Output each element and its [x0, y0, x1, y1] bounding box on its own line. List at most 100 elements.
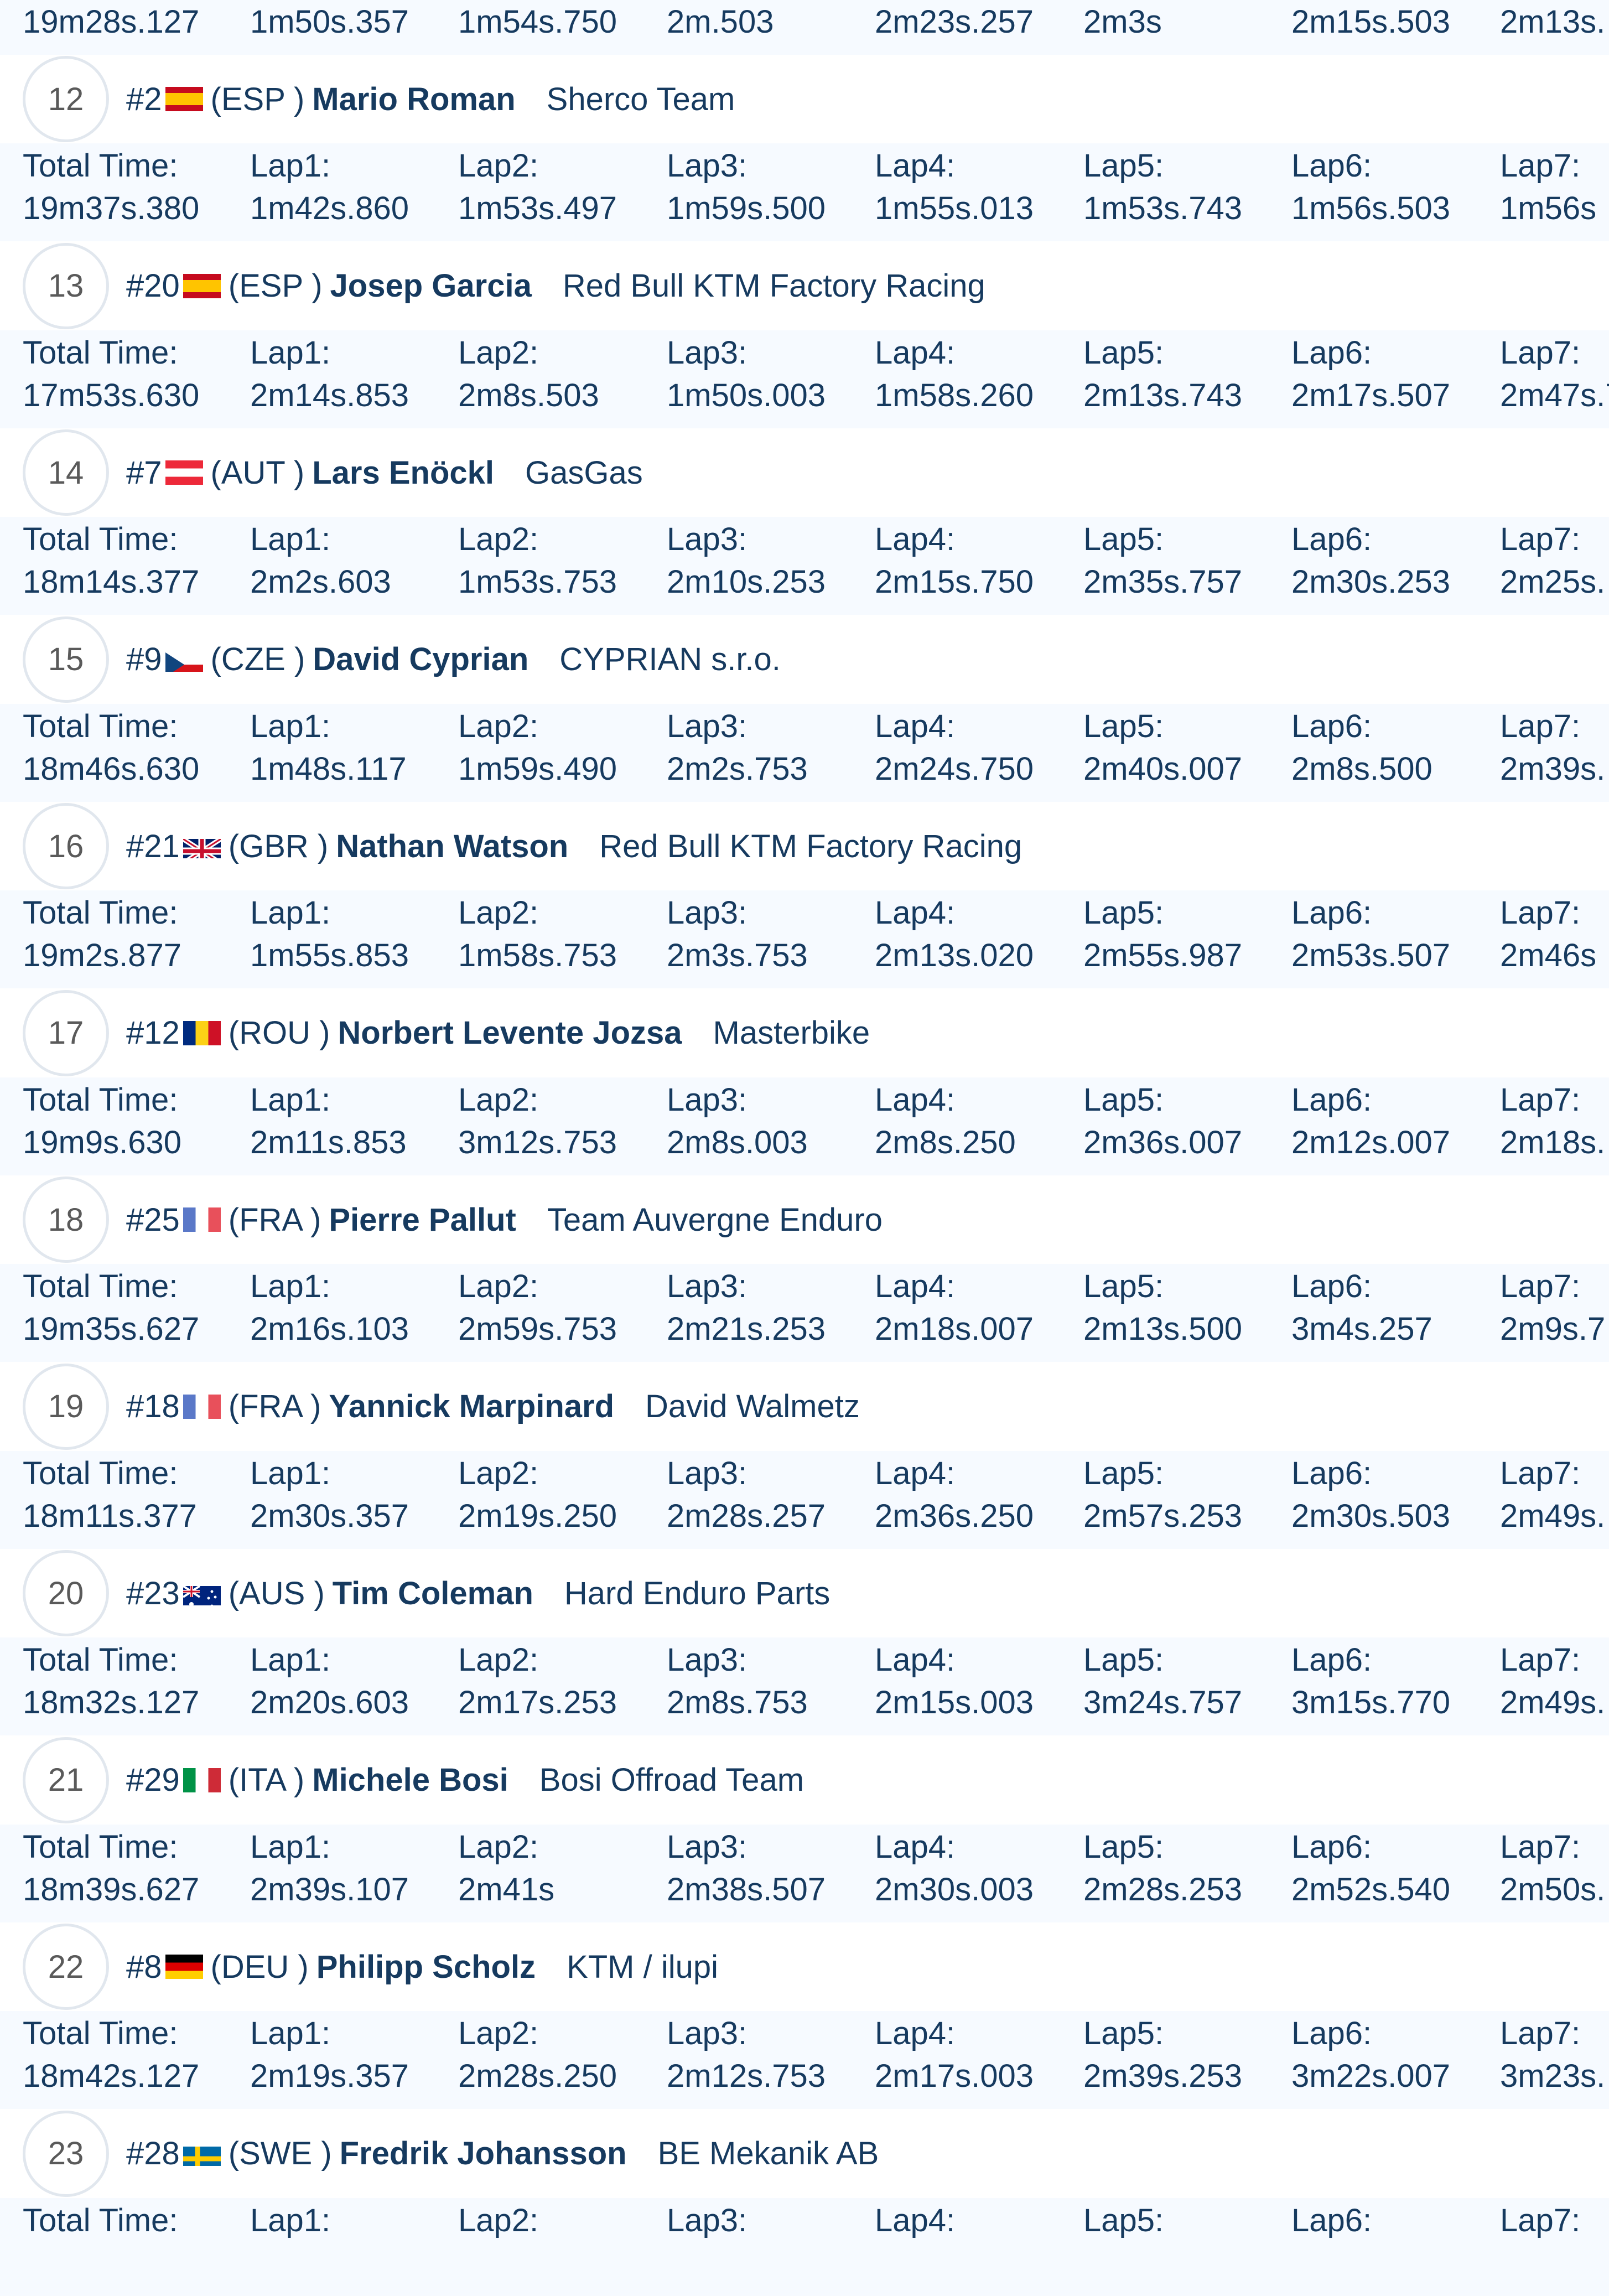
- time-label: Total Time:: [23, 1642, 178, 1678]
- rider-header[interactable]: 23 #28 (SWE ) Fredrik Johansson BE Mekan…: [0, 2110, 1609, 2198]
- country-code: (ITA ): [228, 1762, 305, 1798]
- team-name: Team Auvergne Enduro: [547, 1201, 883, 1238]
- rider-name[interactable]: Norbert Levente Jozsa: [338, 1015, 682, 1051]
- time-value: 2m23s.257: [875, 4, 1034, 40]
- position-badge: 22: [23, 1924, 109, 2010]
- time-value: 2m8s.503: [458, 377, 599, 413]
- time-value: 18m42s.127: [23, 2058, 200, 2094]
- time-value: 2m11s.853: [250, 1124, 407, 1160]
- rider-header[interactable]: 16 #21 (GBR ) Nathan Watson Red Bull KTM…: [0, 802, 1609, 890]
- time-label: Lap7:: [1500, 1081, 1581, 1118]
- rider-header[interactable]: 18 #25 (FRA ) Pierre Pallut Team Auvergn…: [0, 1175, 1609, 1264]
- time-value: 1m58s.753: [458, 937, 617, 973]
- time-label: Lap2:: [458, 1642, 539, 1678]
- time-label: Lap4:: [875, 895, 956, 931]
- time-value: 18m14s.377: [23, 564, 200, 600]
- time-value: 1m59s.490: [458, 750, 617, 787]
- rider-name[interactable]: David Cyprian: [313, 641, 529, 677]
- time-label: Total Time:: [23, 895, 178, 931]
- time-label: Lap6:: [1291, 2015, 1372, 2051]
- flag-aut-icon: [165, 460, 203, 485]
- rider-header[interactable]: 14 #7 (AUT ) Lars Enöckl GasGas: [0, 428, 1609, 517]
- time-label: Lap1:: [250, 334, 331, 371]
- rider-header[interactable]: 17 #12 (ROU ) Norbert Levente Jozsa Mast…: [0, 989, 1609, 1077]
- position-number: 14: [48, 454, 84, 491]
- position-badge: 23: [23, 2110, 109, 2197]
- rider-name[interactable]: Tim Coleman: [332, 1575, 533, 1611]
- time-value: 1m55s.013: [875, 190, 1034, 226]
- rider-name[interactable]: Yannick Marpinard: [329, 1388, 615, 1424]
- time-label: Lap7:: [1500, 708, 1581, 744]
- time-value: 2m12s.007: [1291, 1124, 1450, 1160]
- time-label: Lap3:: [667, 1268, 748, 1304]
- position-number: 23: [48, 2136, 84, 2171]
- time-label: Lap5:: [1083, 708, 1164, 744]
- rider-header[interactable]: 20 #23 (AUS ) Tim Coleman Hard Enduro Pa…: [0, 1549, 1609, 1637]
- time-value: 2m20s.603: [250, 1685, 409, 1720]
- rider-name[interactable]: Josep Garcia: [330, 268, 532, 304]
- rider-header[interactable]: 15 #9 (CZE ) David Cyprian CYPRIAN s.r.o…: [0, 615, 1609, 704]
- position-badge: 18: [23, 1176, 109, 1263]
- time-value: 2m59s.753: [458, 1311, 617, 1347]
- time-value: 2m30s.503: [1291, 1497, 1450, 1534]
- time-value: 2m49s.: [1500, 1685, 1606, 1720]
- time-label: Lap5:: [1083, 2202, 1164, 2238]
- rider-header[interactable]: 21 #29 (ITA ) Michele Bosi Bosi Offroad …: [0, 1736, 1609, 1825]
- country-code: (FRA ): [228, 1388, 321, 1424]
- time-value: 1m58s.260: [875, 377, 1034, 413]
- rider-number: #18: [126, 1388, 180, 1424]
- time-value: 2m35s.757: [1083, 564, 1242, 600]
- rider-number: #23: [126, 1575, 180, 1611]
- team-name: Bosi Offroad Team: [539, 1762, 804, 1798]
- time-label: Lap1:: [250, 708, 331, 744]
- time-label: Lap3:: [667, 148, 748, 184]
- time-value: 2m30s.357: [250, 1497, 409, 1534]
- time-value: 2m21s.253: [667, 1311, 826, 1347]
- flag-fra-icon: [183, 1207, 221, 1232]
- position-number: 15: [48, 641, 84, 677]
- time-label: Lap5:: [1083, 1081, 1164, 1118]
- rider-header[interactable]: 13 #20 (ESP ) Josep Garcia Red Bull KTM …: [0, 242, 1609, 330]
- time-label: Lap1:: [250, 895, 331, 931]
- time-value: 2m13s.: [1500, 4, 1606, 40]
- rider-name[interactable]: Nathan Watson: [336, 828, 569, 864]
- time-label: Lap5:: [1083, 334, 1164, 371]
- time-label: Lap3:: [667, 895, 748, 931]
- rider-name[interactable]: Michele Bosi: [312, 1762, 508, 1798]
- time-value: 2m25s.: [1500, 564, 1606, 600]
- time-value: 1m48s.117: [250, 750, 407, 787]
- time-value: 2m30s.253: [1291, 564, 1450, 600]
- time-value: 2m17s.253: [458, 1685, 617, 1720]
- time-label: Lap1:: [250, 2202, 331, 2238]
- time-value: 2m28s.257: [667, 1497, 826, 1534]
- time-value: 1m56s.503: [1291, 190, 1450, 226]
- time-label: Lap7:: [1500, 148, 1581, 184]
- time-value: 19m28s.127: [23, 4, 200, 40]
- time-label: Lap4:: [875, 1642, 956, 1678]
- times-box: Total Time: Lap1: Lap2: Lap3: Lap4: Lap5: Lap6…: [0, 2197, 1609, 2296]
- rider-name[interactable]: Lars Enöckl: [312, 454, 495, 491]
- time-label: Lap6:: [1291, 521, 1372, 557]
- time-label: Total Time:: [23, 2015, 178, 2051]
- time-value: 1m55s.853: [250, 937, 409, 973]
- time-value: 2m3s: [1083, 4, 1162, 40]
- rider-name[interactable]: Philipp Scholz: [316, 1948, 536, 1985]
- time-label: Lap2:: [458, 708, 539, 744]
- times-box: Total Time: Lap1: Lap2: Lap3: Lap4: Lap5: Lap6…: [0, 1824, 1609, 1922]
- rider-number: #12: [126, 1015, 180, 1051]
- rider-name[interactable]: Mario Roman: [312, 81, 516, 117]
- time-label: Total Time:: [23, 1081, 178, 1118]
- rider-header[interactable]: 12 #2 (ESP ) Mario Roman Sherco Team: [0, 55, 1609, 143]
- time-label: Lap7:: [1500, 1268, 1581, 1304]
- rider-header[interactable]: 19 #18 (FRA ) Yannick Marpinard David Wa…: [0, 1362, 1609, 1451]
- time-value: 2m8s.250: [875, 1124, 1016, 1160]
- rider-header[interactable]: 22 #8 (DEU ) Philipp Scholz KTM / ilupi: [0, 1922, 1609, 2011]
- time-value: 2m17s.507: [1291, 377, 1450, 413]
- times-box: Total Time: Lap1: Lap2: Lap3: Lap4: Lap5: Lap6…: [0, 890, 1609, 988]
- time-label: Lap2:: [458, 1268, 539, 1304]
- rider-number: #9: [126, 641, 162, 677]
- time-value: 2m13s.020: [875, 937, 1034, 973]
- rider-name[interactable]: Pierre Pallut: [329, 1201, 516, 1238]
- rider-name[interactable]: Fredrik Johansson: [339, 2136, 627, 2171]
- time-label: Lap7:: [1500, 895, 1581, 931]
